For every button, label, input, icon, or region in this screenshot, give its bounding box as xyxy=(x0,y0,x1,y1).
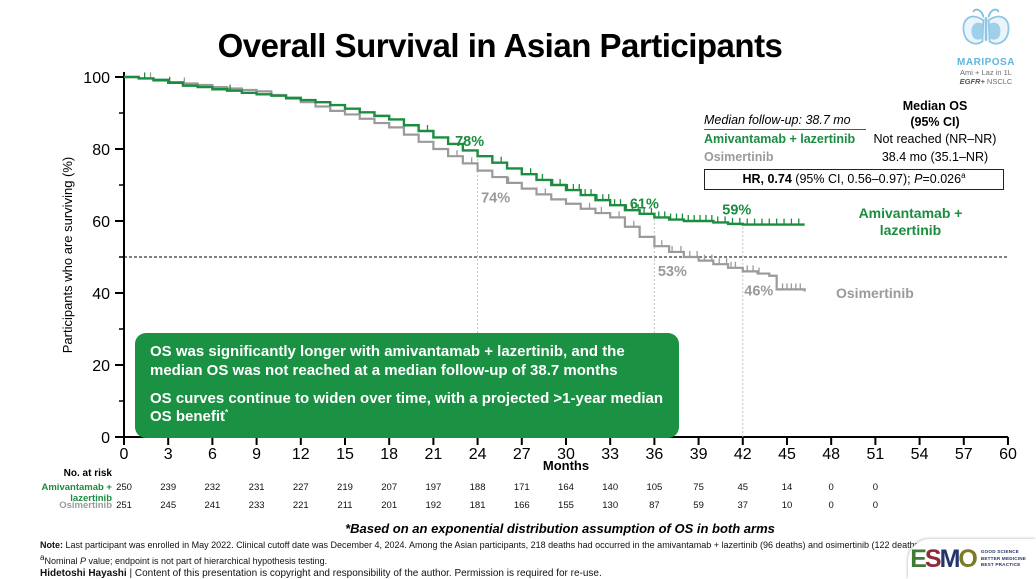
x-tick-label: 27 xyxy=(513,446,531,463)
milestone-label: 78% xyxy=(455,134,484,150)
x-tick-label: 9 xyxy=(252,446,261,463)
x-tick-label: 15 xyxy=(336,446,354,463)
milestone-label: 53% xyxy=(658,264,687,280)
y-tick-label: 20 xyxy=(92,358,110,375)
x-tick-label: 30 xyxy=(557,446,575,463)
x-tick-label: 39 xyxy=(690,446,708,463)
x-tick-label: 51 xyxy=(866,446,884,463)
median-os-header: Median OS (95% CI) xyxy=(902,99,968,129)
esmo-tagline-line: GOOD SCIENCE xyxy=(980,548,1020,554)
y-tick-label: 80 xyxy=(92,142,110,159)
x-tick-label: 24 xyxy=(469,446,487,463)
mariposa-name: MARIPOSA xyxy=(957,57,1015,69)
mariposa-subtitle: Ami + Laz in 1L xyxy=(960,67,1012,77)
x-tick-label: 3 xyxy=(164,446,173,463)
x-tick-label: 21 xyxy=(424,446,442,463)
esmo-tagline: GOOD SCIENCE BETTER MEDICINE BEST PRACTICE xyxy=(981,549,1026,570)
legend-osi-value: 38.4 mo (35.1–NR) xyxy=(881,149,989,164)
legend-osi-label: Osimertinib xyxy=(704,149,774,164)
esmo-tagline-line: BEST PRACTICE xyxy=(980,562,1021,568)
x-tick-label: 45 xyxy=(778,446,796,463)
x-tick-label: 48 xyxy=(822,446,840,463)
esmo-logo: ESMO GOOD SCIENCE BETTER MEDICINE BEST PRA… xyxy=(908,539,1036,579)
x-tick-label: 33 xyxy=(601,446,619,463)
x-tick-label: 60 xyxy=(999,446,1017,463)
takeaway-box: OS was significantly longer with amivant… xyxy=(135,333,679,438)
x-tick-label: 18 xyxy=(380,446,398,463)
takeaway-line1: OS was significantly longer with amivant… xyxy=(150,343,625,379)
median-os-table: Median follow-up: 38.7 mo Median OS (95%… xyxy=(704,99,1004,191)
esmo-letter: O xyxy=(958,544,978,573)
hazard-ratio-box: HR, 0.74 (95% CI, 0.56–0.97); P=0.026a xyxy=(704,168,1004,191)
x-tick-label: 0 xyxy=(120,446,129,463)
curve-label-amivantamab: Amivantamab + lazertinib xyxy=(858,205,963,238)
x-tick-label: 57 xyxy=(955,446,973,463)
takeaway-line2: OS curves continue to widen over time, w… xyxy=(150,389,664,426)
curve-label-osimertinib: Osimertinib xyxy=(836,285,914,301)
footnote-exponential: *Based on an exponential distribution as… xyxy=(345,521,775,536)
x-tick-label: 36 xyxy=(645,446,663,463)
y-axis-title: Participants who are surviving (%) xyxy=(60,157,75,354)
esmo-letter: S xyxy=(924,544,942,573)
x-tick-label: 6 xyxy=(208,446,217,463)
y-tick-label: 100 xyxy=(83,70,110,87)
page-title: Overall Survival in Asian Participants xyxy=(217,27,783,64)
legend-ami-label: Amivantamab + lazertinib xyxy=(704,132,856,147)
x-tick-label: 42 xyxy=(734,446,752,463)
km-curve-osimertinib xyxy=(124,75,806,292)
milestone-label: 59% xyxy=(722,203,751,219)
butterfly-lungs-icon xyxy=(962,8,1010,45)
footnote-nominal-p: aNominal P value; endpoint is not part o… xyxy=(40,553,328,566)
esmo-letter: M xyxy=(939,544,961,573)
esmo-tagline-line: BETTER MEDICINE xyxy=(980,555,1026,561)
y-tick-label: 60 xyxy=(92,214,110,231)
x-tick-label: 12 xyxy=(292,446,310,463)
legend-ami-value: Not reached (NR–NR) xyxy=(873,132,997,147)
mariposa-population: EGFR+ NSCLC xyxy=(959,76,1013,86)
footnote-author: Hidetoshi Hayashi | Content of this pres… xyxy=(40,568,602,579)
y-tick-label: 40 xyxy=(92,286,110,303)
x-axis-title: Months xyxy=(542,458,590,473)
median-followup: Median follow-up: 38.7 mo xyxy=(704,113,866,131)
milestone-label: 74% xyxy=(481,191,510,207)
milestone-label: 46% xyxy=(744,283,773,299)
y-tick-label: 0 xyxy=(101,430,110,447)
footnote-note: Note: Last participant was enrolled in M… xyxy=(40,540,948,550)
x-tick-label: 54 xyxy=(911,446,929,463)
mariposa-logo: MARIPOSA Ami + Laz in 1L EGFR+ NSCLC xyxy=(946,6,1026,86)
esmo-letter: E xyxy=(910,544,927,573)
esmo-letters: ESMO xyxy=(910,544,978,573)
milestone-label: 61% xyxy=(630,196,659,212)
km-curve-amivantamab xyxy=(124,75,805,226)
